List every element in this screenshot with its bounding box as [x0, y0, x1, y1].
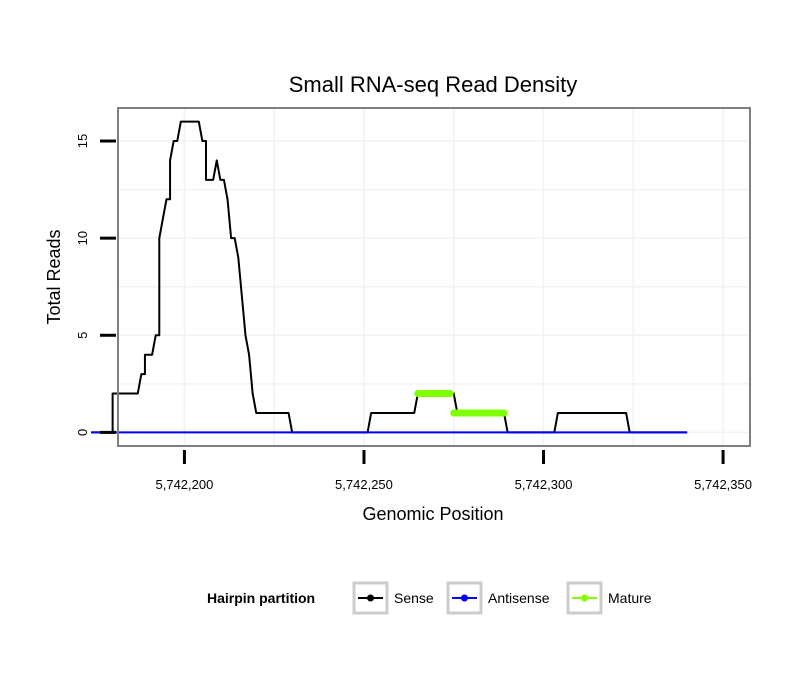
y-tick-label: 15 [75, 134, 90, 148]
legend-title: Hairpin partition [207, 590, 315, 606]
x-tick-label: 5,742,350 [694, 477, 752, 492]
plot-border [117, 107, 751, 447]
plot-background [118, 108, 750, 446]
legend: Hairpin partition Sense Antisense Mature [207, 581, 652, 615]
x-tick-label: 5,742,200 [156, 477, 214, 492]
y-tick-label: 10 [75, 231, 90, 245]
legend-label-antisense: Antisense [488, 590, 550, 606]
x-axis-title: Genomic Position [362, 504, 503, 524]
legend-point-antisense [461, 594, 468, 602]
y-tick-label: 5 [75, 332, 90, 339]
y-axis-title: Total Reads [44, 229, 64, 324]
legend-label-mature: Mature [608, 590, 652, 606]
legend-point-mature [581, 594, 588, 602]
y-tick-label: 0 [75, 429, 90, 436]
mature-point [500, 409, 508, 417]
x-tick-label: 5,742,300 [515, 477, 573, 492]
mature-point [446, 390, 454, 397]
legend-point-sense [367, 594, 374, 602]
series-layer [91, 120, 688, 434]
chart-title: Small RNA-seq Read Density [289, 72, 578, 97]
y-axis: 0 5 10 15 [75, 134, 116, 436]
legend-label-sense: Sense [394, 590, 434, 606]
plot-panel [91, 107, 751, 447]
x-tick-label: 5,742,250 [335, 477, 393, 492]
x-axis: 5,742,200 5,742,250 5,742,300 5,742,350 [156, 450, 752, 492]
